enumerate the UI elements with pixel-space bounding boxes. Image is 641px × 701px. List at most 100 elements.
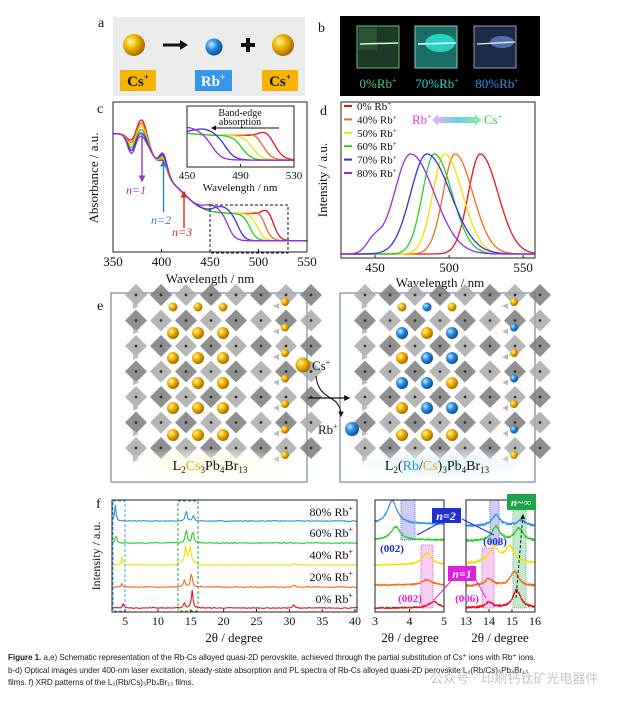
pb-atom-icon xyxy=(488,446,492,450)
film-image-0-rb xyxy=(356,25,400,69)
pb-atom-icon xyxy=(209,319,213,322)
xrd-series-label: 0% Rb+ xyxy=(315,591,353,606)
pb-atom-icon xyxy=(234,370,238,373)
xrd-pattern-40-rb xyxy=(374,551,445,567)
xrd-series-label: 60% Rb+ xyxy=(309,525,353,540)
panel-label-b: b xyxy=(318,21,325,36)
pb-atom-icon xyxy=(463,319,467,322)
legend-label: 40% Rb+ xyxy=(357,113,397,126)
ligand-arrow-icon xyxy=(502,405,508,411)
xrd-series-label: 20% Rb+ xyxy=(309,569,353,584)
panel-label-e: e xyxy=(97,299,103,314)
rb-cation-icon xyxy=(446,402,458,414)
xrd-zoom1-x-tick-label: 4 xyxy=(407,614,413,628)
cs-cation-icon xyxy=(446,377,458,389)
pb-atom-icon xyxy=(234,395,238,399)
pb-atom-icon xyxy=(234,421,238,424)
pb-atom-icon xyxy=(388,446,392,450)
n2-badge-label: n=2 xyxy=(436,509,456,523)
pb-atom-icon xyxy=(309,446,313,450)
pb-atom-icon xyxy=(159,446,163,450)
n1-badge-label: n=1 xyxy=(452,567,472,581)
pb-atom-icon xyxy=(259,370,263,373)
pb-atom-icon xyxy=(538,293,542,297)
n1-002-label: (002) xyxy=(398,593,422,605)
pb-atom-icon xyxy=(259,293,263,297)
pl-x-tick-label: 500 xyxy=(439,260,459,275)
ligand-arrow-icon xyxy=(133,379,139,386)
xrd-pattern-60-rb xyxy=(465,524,536,543)
alloyed-lattice xyxy=(354,284,551,462)
pl-legend: 0% Rb+40% Rb+50% Rb+60% Rb+70% Rb+80% Rb… xyxy=(344,100,397,180)
pb-atom-icon xyxy=(159,319,163,322)
sample-label-70-rb: 70%Rb+ xyxy=(415,76,459,91)
xrd-pattern-40-rb xyxy=(465,543,536,565)
cs-cation-icon xyxy=(167,402,179,414)
pb-atom-icon xyxy=(234,319,238,322)
n1-pointer-line xyxy=(475,579,487,599)
pb-atom-icon xyxy=(159,293,163,297)
pb-atom-icon xyxy=(309,293,313,297)
cs-ion-sphere-icon xyxy=(123,34,145,56)
absorption-x-tick-label: 350 xyxy=(103,254,123,269)
xrd-x-tick-label: 20 xyxy=(218,614,230,628)
caption-line-3: films. f) XRD patterns of the L₂(Rb/Cs)₃… xyxy=(8,678,194,687)
edge-cation-icon xyxy=(510,400,518,408)
pb-atom-icon xyxy=(284,370,288,373)
caption-line-1: a,e) Schematic representation of the Rb-… xyxy=(41,653,536,662)
pb-atom-icon xyxy=(463,421,467,424)
pb-atom-icon xyxy=(488,421,492,424)
pb-atom-icon xyxy=(309,421,313,424)
legend-label: 50% Rb+ xyxy=(357,127,397,140)
pb-atom-icon xyxy=(363,446,367,450)
n1-label: n=1 xyxy=(126,183,146,197)
rb-label: Rb+ xyxy=(201,72,225,90)
xrd-plot-frame xyxy=(111,499,358,613)
pb-atom-icon xyxy=(438,293,442,297)
pb-atom-icon xyxy=(284,344,288,348)
ligand-arrow-icon xyxy=(273,328,279,335)
xrd-pattern-0-rb xyxy=(374,600,445,610)
xrd-zoom1-x-tick-label: 5 xyxy=(441,614,447,628)
pure-cs-formula: L2Cs3Pb4Br13 xyxy=(173,459,248,475)
pb-atom-icon xyxy=(513,446,517,450)
n1-pointer-line xyxy=(433,579,453,601)
pb-atom-icon xyxy=(134,293,138,297)
pb-atom-icon xyxy=(413,319,417,322)
pb-atom-icon xyxy=(363,319,367,322)
cs-cation-icon xyxy=(396,402,408,414)
pl-y-axis-label: Intensity / a.u. xyxy=(315,143,330,217)
absorption-y-axis-label: Absorbance / a.u. xyxy=(86,133,101,224)
xrd-x-tick-label: 40 xyxy=(349,614,361,628)
legend-label: 0% Rb+ xyxy=(357,100,391,113)
xrd-pattern-80-rb xyxy=(374,499,445,525)
pb-atom-icon xyxy=(363,370,367,373)
pb-atom-icon xyxy=(184,319,188,322)
xrd-zoom1-x-tick-label: 3 xyxy=(372,614,378,628)
cs-cation-icon xyxy=(397,302,407,312)
pb-atom-icon xyxy=(209,395,213,399)
pb-atom-icon xyxy=(184,421,188,424)
panel-label-d: d xyxy=(320,104,327,119)
cs-cation-icon xyxy=(167,429,179,441)
xrd-zoom-plot-1 xyxy=(374,499,445,610)
legend-label: 60% Rb+ xyxy=(357,140,397,153)
xrd-x-tick-label: 25 xyxy=(251,614,263,628)
inset-x-axis-label: Wavelength / nm xyxy=(203,182,278,194)
cs-cation-icon xyxy=(396,352,408,364)
xrd-zoom-1-x-axis-label: 2θ / degree xyxy=(381,630,439,645)
ligand-arrow-icon xyxy=(502,303,508,309)
n1-badge xyxy=(448,566,476,581)
xrd-zoom-plot-2 xyxy=(465,513,536,610)
pb-atom-icon xyxy=(159,421,163,424)
cs-label-box xyxy=(262,70,298,91)
cs-cation-icon xyxy=(192,327,204,339)
pb-atom-icon xyxy=(259,344,263,348)
cs-cation-icon xyxy=(396,429,408,441)
pb-atom-icon xyxy=(134,446,138,450)
edge-cation-icon xyxy=(281,400,289,408)
rb-cation-icon xyxy=(421,352,433,364)
absorption-x-tick-label: 400 xyxy=(152,254,172,269)
xrd-x-tick-label: 35 xyxy=(316,614,328,628)
pl-x-axis-label: Wavelength / nm xyxy=(396,275,485,290)
